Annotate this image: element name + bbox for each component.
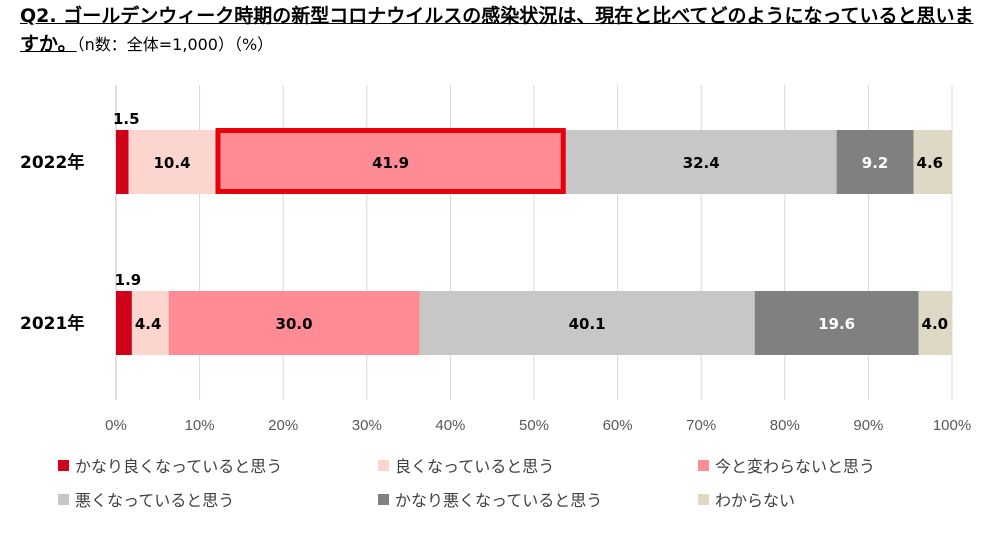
legend-item: かなり良くなっていると思う [58, 453, 378, 477]
x-tick-label: 30% [352, 417, 382, 434]
y-category-label: 2022年 [20, 152, 84, 173]
legend-item: 良くなっていると思う [378, 453, 698, 477]
data-label: 4.0 [922, 315, 949, 333]
legend-label: 今と変わらないと思う [715, 457, 876, 476]
highlight-box [215, 128, 566, 194]
legend-label: かなり良くなっていると思う [75, 457, 283, 476]
chart-area: 0% 10% 20% 30% 40% 50% 60% 70% 80% 90% 100% 2022年 1.… [20, 85, 971, 434]
question-text: Q2. ゴールデンウィーク時期の新型コロナウイルスの感染状況は、現在と比べてどの… [20, 5, 974, 55]
data-label: 32.4 [683, 154, 720, 172]
bar-segment [754, 291, 919, 355]
y-category-label: 2021年 [20, 313, 84, 334]
legend-label: 良くなっていると思う [395, 457, 555, 476]
legend-swatch [378, 459, 389, 471]
legend-item: 悪くなっていると思う [58, 487, 378, 511]
bar-segment [918, 291, 952, 355]
x-tick-label: 60% [603, 417, 633, 434]
bar-segment [215, 130, 566, 194]
bar-segment [168, 291, 420, 355]
bar-segment [913, 130, 952, 194]
x-tick-label: 100% [933, 417, 971, 434]
x-tick-label: 80% [770, 417, 800, 434]
x-tick-label: 20% [268, 417, 298, 434]
legend-swatch [378, 493, 389, 505]
sample-note: （n数：全体=1,000）（%） [76, 35, 274, 54]
bar-segment [419, 291, 755, 355]
legend-item: 今と変わらないと思う [698, 453, 958, 477]
bar-segment [116, 130, 129, 194]
legend-label: 悪くなっていると思う [75, 491, 235, 510]
data-label: 9.2 [862, 154, 889, 172]
data-label: 41.9 [372, 154, 409, 172]
x-tick-label: 50% [519, 417, 549, 434]
legend-item: わからない [698, 487, 958, 511]
data-label: 40.1 [569, 315, 606, 333]
data-label: 30.0 [276, 315, 313, 333]
bar-segment [128, 130, 216, 194]
legend-swatch [698, 459, 709, 471]
bar-segment [836, 130, 914, 194]
x-tick-label: 70% [686, 417, 716, 434]
data-label: 4.4 [135, 315, 162, 333]
data-label: 1.9 [115, 271, 142, 289]
data-label: 19.6 [818, 315, 855, 333]
data-label: 10.4 [154, 154, 191, 172]
bar-segment [131, 291, 169, 355]
data-label: 1.5 [113, 110, 140, 128]
legend-label: わからない [715, 491, 796, 510]
legend-item: かなり悪くなっていると思う [378, 487, 698, 511]
x-tick-label: 40% [435, 417, 465, 434]
data-label: 4.6 [917, 154, 944, 172]
x-tick-label: 10% [185, 417, 215, 434]
legend-label: かなり悪くなっていると思う [395, 491, 603, 510]
x-tick-label: 0% [105, 417, 127, 434]
bar-segment [565, 130, 837, 194]
chart-title: Q2. ゴールデンウィーク時期の新型コロナウイルスの感染状況は、現在と比べてどの… [20, 2, 980, 59]
legend-swatch [58, 459, 69, 471]
legend-swatch [698, 493, 709, 505]
x-tick-label: 90% [853, 417, 883, 434]
legend-swatch [58, 493, 69, 505]
legend: かなり良くなっていると思う 良くなっていると思う 今と変わらないと思う悪くなっている… [58, 453, 958, 511]
bar-segment [116, 291, 132, 355]
